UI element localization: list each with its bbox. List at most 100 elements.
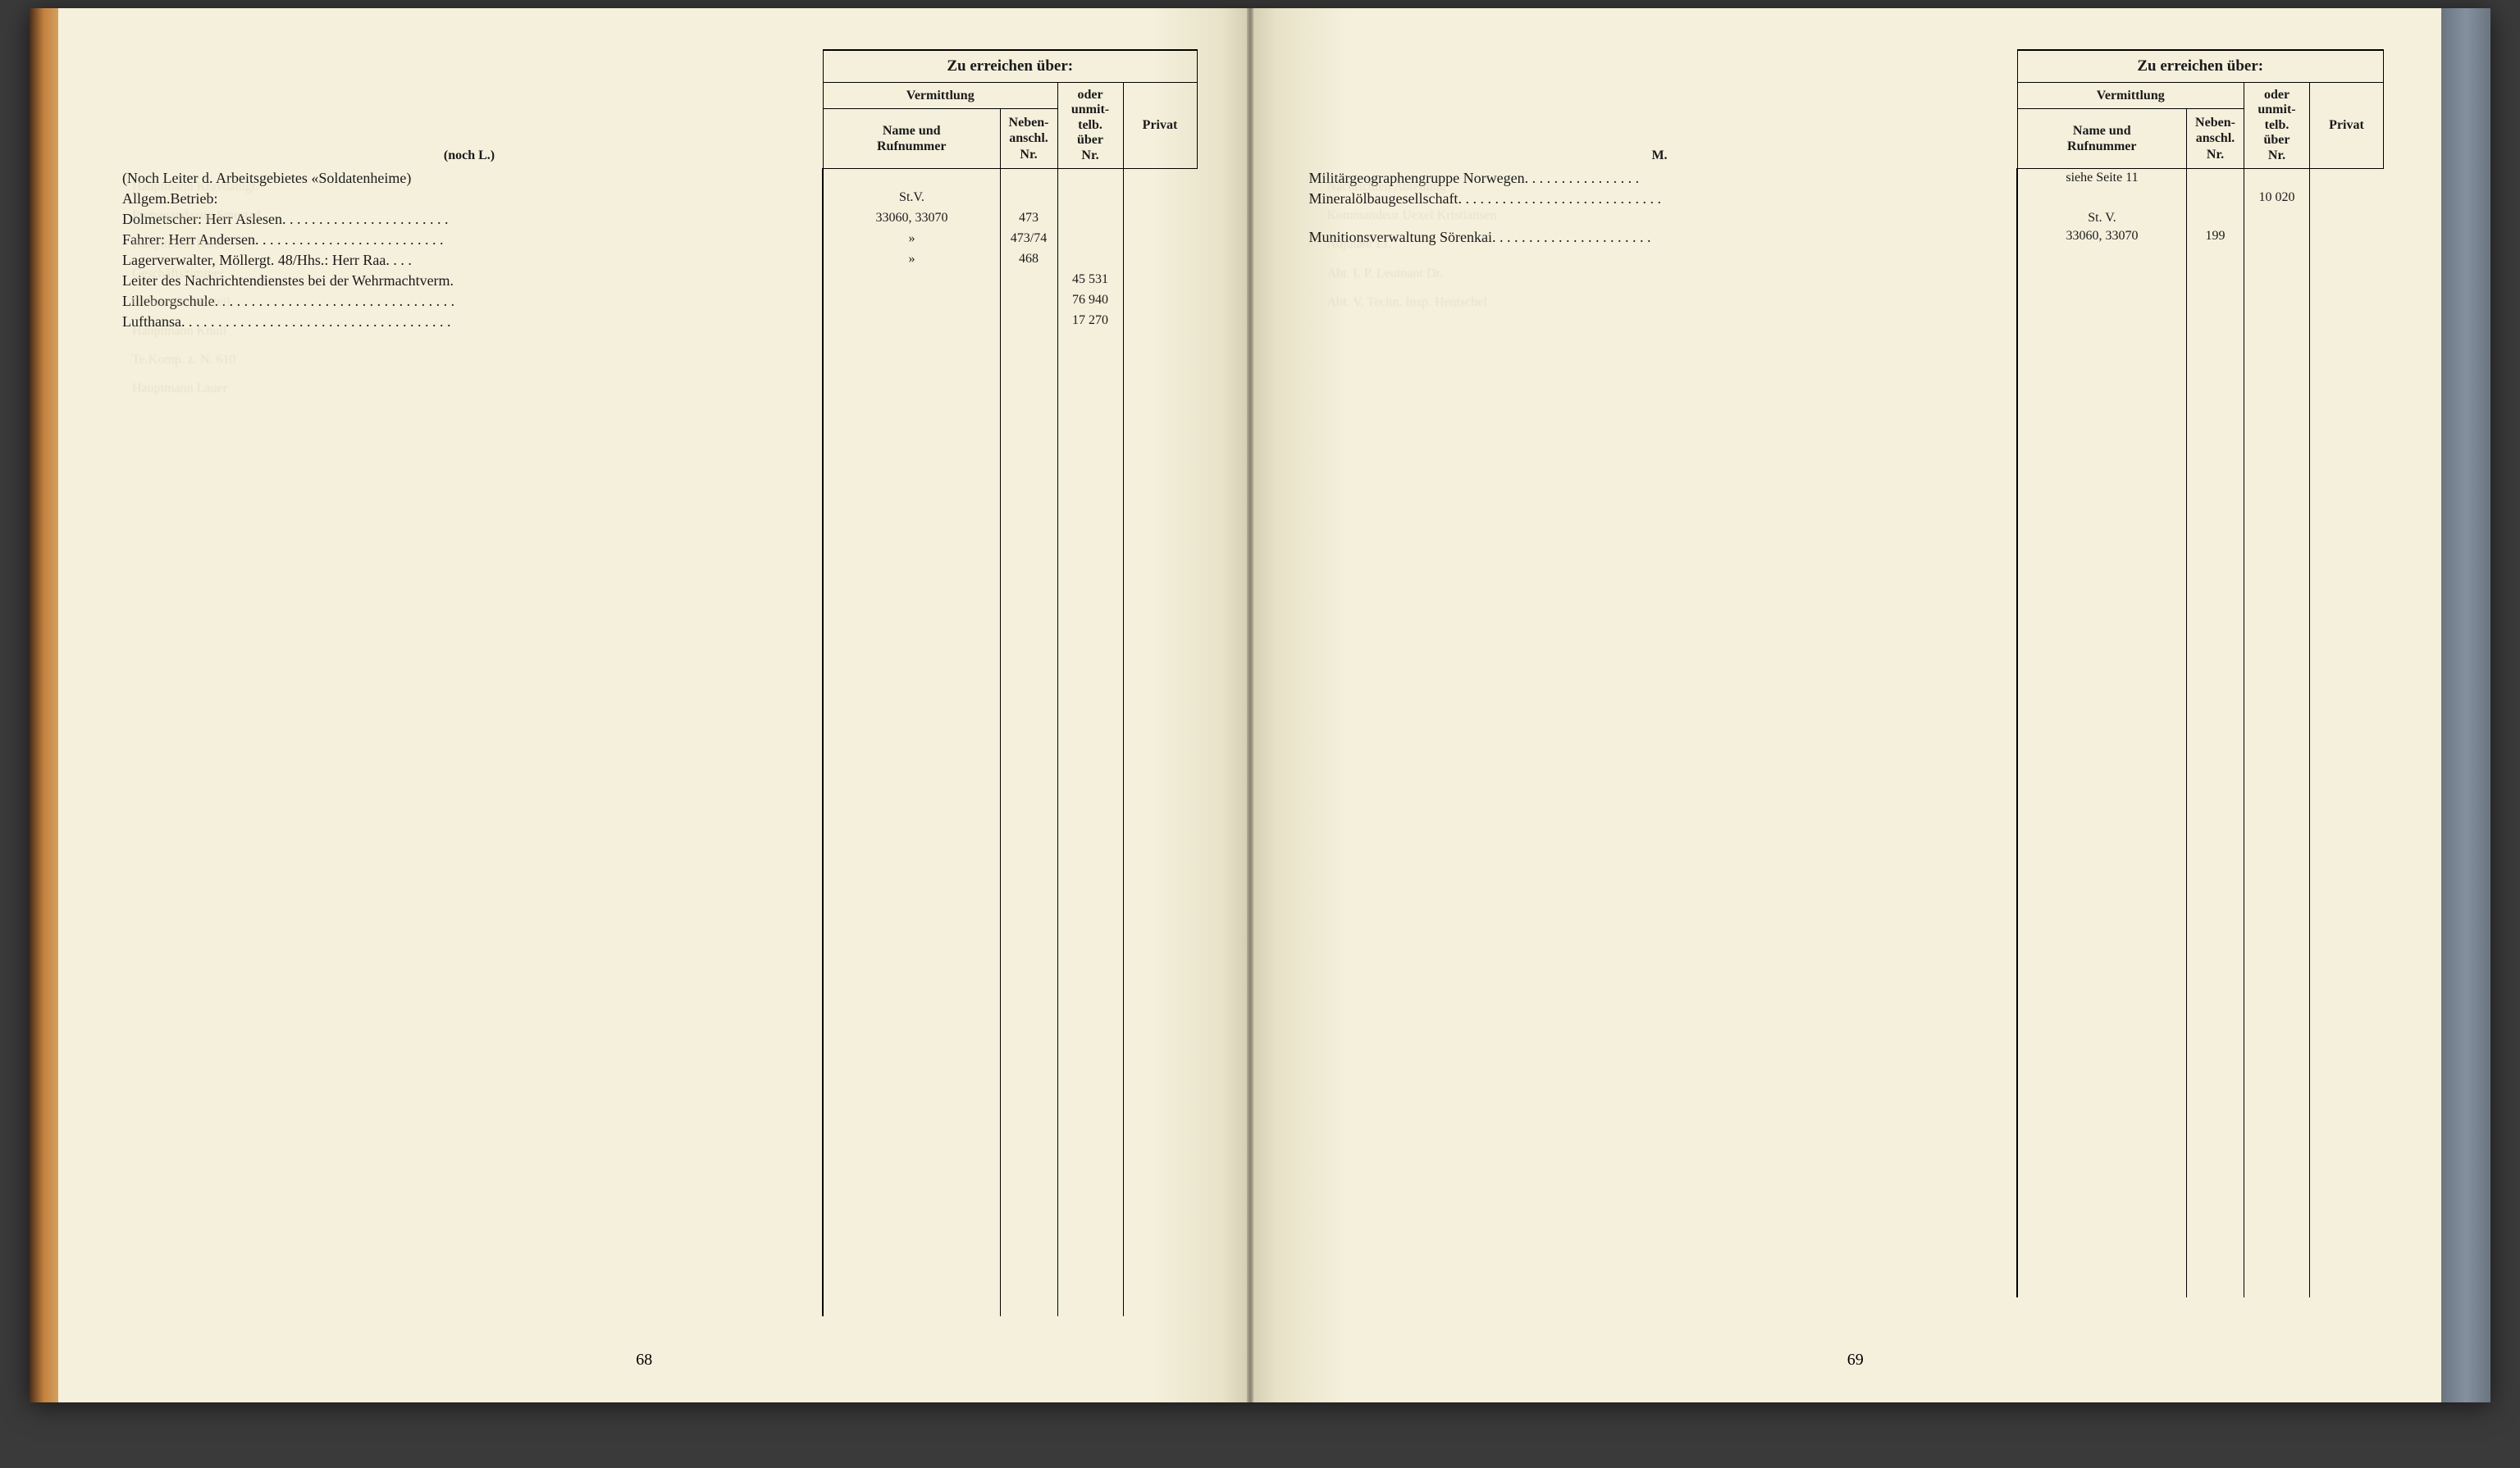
header-neben: Neben-anschl.Nr. <box>1009 116 1049 161</box>
entry-label: Mineralölbaugesellschaft . . . . . . . .… <box>1303 189 2018 209</box>
table-row: Leiter des Nachrichtendienstes bei der W… <box>116 271 1197 291</box>
table-row: St. V. <box>1303 209 2384 227</box>
vermittlung-cell <box>823 312 1000 332</box>
unmittelb-cell: 17 270 <box>1057 312 1123 332</box>
right-page: Nachrichten AbteilungKommandeur Uexel Kr… <box>1253 8 2442 1402</box>
right-cover <box>2441 8 2490 1402</box>
entry-label: Munitionsverwaltung Sörenkai . . . . . .… <box>1303 227 2018 248</box>
section-letter: (noch L.) <box>444 148 495 162</box>
leader-dots: . . . . . . . . . . . . . . . . . . . . … <box>181 313 451 331</box>
table-row: Allgem.Betrieb:St.V. <box>116 189 1197 209</box>
privat-cell <box>2310 168 2384 189</box>
header-vermittlung: Vermittlung <box>823 83 1057 109</box>
leader-dots: . . . . . . . . . . . . . . . . . . . . … <box>282 211 449 228</box>
entry-label: Allgem.Betrieb: <box>116 189 823 209</box>
unmittelb-cell <box>1057 189 1123 209</box>
unmittelb-cell <box>1057 168 1123 189</box>
entry-label: (Noch Leiter d. Arbeitsgebietes «Soldate… <box>116 168 823 189</box>
header-privat: Privat <box>1123 83 1197 169</box>
directory-table-right: M. Zu erreichen über: Vermittlung oderun… <box>1303 49 2385 1297</box>
unmittelb-cell: 10 020 <box>2244 189 2310 209</box>
neben-cell <box>1000 168 1057 189</box>
table-header: (noch L.) Zu erreichen über: Vermittlung… <box>116 50 1197 168</box>
entry-label: Fahrer: Herr Andersen . . . . . . . . . … <box>116 230 823 250</box>
header-name-ruf: Name undRufnummer <box>877 124 946 153</box>
neben-cell <box>1000 312 1057 332</box>
table-row: Lagerverwalter, Möllergt. 48/Hhs.: Herr … <box>116 250 1197 271</box>
vermittlung-cell <box>2017 189 2187 209</box>
vermittlung-cell <box>823 291 1000 312</box>
table-row: Dolmetscher: Herr Aslesen . . . . . . . … <box>116 209 1197 230</box>
unmittelb-cell <box>2244 168 2310 189</box>
neben-cell <box>1000 271 1057 291</box>
vermittlung-cell <box>823 271 1000 291</box>
header-main: Zu erreichen über: <box>823 50 1197 83</box>
table-row: Mineralölbaugesellschaft . . . . . . . .… <box>1303 189 2384 209</box>
entry-label: Lagerverwalter, Möllergt. 48/Hhs.: Herr … <box>116 250 823 271</box>
entry-label: Militärgeographengruppe Norwegen . . . .… <box>1303 168 2018 189</box>
unmittelb-cell <box>1057 250 1123 271</box>
entry-label: Leiter des Nachrichtendienstes bei der W… <box>116 271 823 291</box>
header-oder: oderunmit-telb.überNr. <box>2258 88 2295 162</box>
unmittelb-cell <box>2244 227 2310 248</box>
neben-cell: 199 <box>2187 227 2244 248</box>
table-row: Lilleborgschule . . . . . . . . . . . . … <box>116 291 1197 312</box>
neben-cell: 468 <box>1000 250 1057 271</box>
vermittlung-cell: 33060, 33070 <box>823 209 1000 230</box>
left-cover <box>30 8 58 1402</box>
vermittlung-cell: St.V. <box>823 189 1000 209</box>
book-spread: Hauptmann Kravdahlgt.Propagandazug Smest… <box>30 8 2490 1402</box>
table-row: Munitionsverwaltung Sörenkai . . . . . .… <box>1303 227 2384 248</box>
directory-table-left: (noch L.) Zu erreichen über: Vermittlung… <box>116 49 1198 1316</box>
privat-cell <box>2310 227 2384 248</box>
header-neben: Neben-anschl.Nr. <box>2195 116 2235 161</box>
leader-dots: . . . . . . . . . . . . . . . . . . . . … <box>255 231 444 248</box>
vermittlung-cell: St. V. <box>2017 209 2187 227</box>
neben-cell <box>1000 291 1057 312</box>
header-privat: Privat <box>2310 83 2384 169</box>
header-name-ruf: Name undRufnummer <box>2067 124 2136 153</box>
privat-cell <box>1123 189 1197 209</box>
header-main: Zu erreichen über: <box>2017 50 2384 83</box>
unmittelb-cell <box>1057 230 1123 250</box>
unmittelb-cell <box>2244 209 2310 227</box>
section-letter: M. <box>1651 148 1667 162</box>
header-vermittlung: Vermittlung <box>2017 83 2244 109</box>
neben-cell: 473/74 <box>1000 230 1057 250</box>
entry-label <box>1303 209 2018 227</box>
entry-label: Lilleborgschule . . . . . . . . . . . . … <box>116 291 823 312</box>
table-header: M. Zu erreichen über: Vermittlung oderun… <box>1303 50 2384 168</box>
neben-cell <box>1000 189 1057 209</box>
unmittelb-cell: 76 940 <box>1057 291 1123 312</box>
privat-cell <box>1123 291 1197 312</box>
table-row: Militärgeographengruppe Norwegen . . . .… <box>1303 168 2384 189</box>
header-oder: oderunmit-telb.überNr. <box>1071 88 1109 162</box>
privat-cell <box>1123 168 1197 189</box>
neben-cell <box>2187 209 2244 227</box>
page-number: 69 <box>1847 1351 1864 1370</box>
neben-cell <box>2187 168 2244 189</box>
left-page: Hauptmann Kravdahlgt.Propagandazug Smest… <box>58 8 1247 1402</box>
leader-dots: . . . . . . . . . . . . . . . . . . . . … <box>1458 190 1661 207</box>
unmittelb-cell <box>1057 209 1123 230</box>
leader-dots: . . . . . . . . . . . . . . . . . . . . … <box>1492 229 1651 246</box>
neben-cell <box>2187 189 2244 209</box>
table-row: (Noch Leiter d. Arbeitsgebietes «Soldate… <box>116 168 1197 189</box>
book-spine <box>1247 8 1253 1402</box>
privat-cell <box>2310 209 2384 227</box>
table-row: Lufthansa . . . . . . . . . . . . . . . … <box>116 312 1197 332</box>
table-body-right: Militärgeographengruppe Norwegen . . . .… <box>1303 168 2384 1297</box>
privat-cell <box>1123 271 1197 291</box>
spacer-row <box>1303 248 2384 1297</box>
vermittlung-cell <box>823 168 1000 189</box>
spacer-row <box>116 332 1197 1316</box>
entry-label: Lufthansa . . . . . . . . . . . . . . . … <box>116 312 823 332</box>
privat-cell <box>2310 189 2384 209</box>
leader-dots: . . . . . . . . . . . . . . . . <box>1525 170 1640 187</box>
privat-cell <box>1123 250 1197 271</box>
leader-dots: . . . . . . . . . . . . . . . . . . . . … <box>215 293 455 310</box>
vermittlung-cell: siehe Seite 11 <box>2017 168 2187 189</box>
leader-dots: . . . . <box>386 252 412 269</box>
privat-cell <box>1123 312 1197 332</box>
vermittlung-cell: 33060, 33070 <box>2017 227 2187 248</box>
